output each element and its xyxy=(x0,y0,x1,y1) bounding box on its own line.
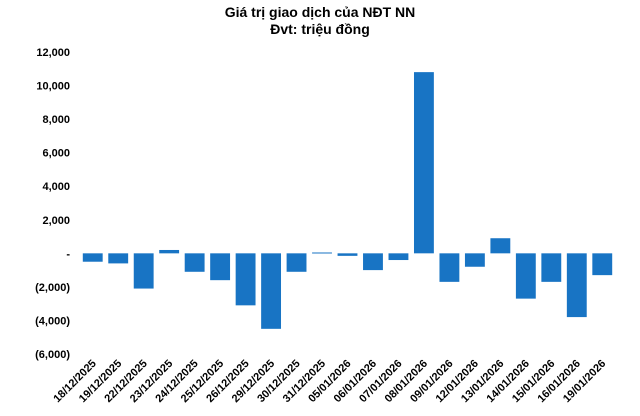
y-tick-label: (6,000) xyxy=(35,349,70,361)
bar xyxy=(566,253,587,318)
bar xyxy=(286,253,307,272)
bar xyxy=(159,249,180,254)
bar xyxy=(184,253,205,272)
bar xyxy=(388,253,409,261)
bar xyxy=(312,252,332,254)
y-tick-label: 6,000 xyxy=(42,148,70,160)
bar xyxy=(464,253,485,267)
bar xyxy=(235,253,256,306)
bar xyxy=(413,72,434,254)
bar xyxy=(82,253,103,262)
y-axis: 12,000 10,000 8,000 6,000 4,000 2,000 - (2,000)… xyxy=(35,47,70,361)
y-tick-label: 2,000 xyxy=(42,215,70,227)
bar xyxy=(490,238,511,254)
y-tick-label: 4,000 xyxy=(42,181,70,193)
y-tick-label: 8,000 xyxy=(42,114,70,126)
bar xyxy=(515,253,536,299)
y-tick-label: (4,000) xyxy=(35,315,70,327)
y-tick-label: 10,000 xyxy=(36,81,70,93)
chart-title-block: Giá trị giao dịch của NĐT NN Đvt: triệu … xyxy=(0,4,640,38)
bar xyxy=(261,253,282,329)
bar xyxy=(439,253,460,282)
y-tick-label: (2,000) xyxy=(35,282,70,294)
bar xyxy=(592,253,613,276)
chart-subtitle: Đvt: triệu đồng xyxy=(270,21,370,37)
bar xyxy=(108,253,129,264)
bar xyxy=(363,253,383,271)
bar xyxy=(133,253,154,289)
x-axis: 18/12/202519/12/202522/12/202523/12/2025… xyxy=(51,358,608,405)
bar-series xyxy=(82,72,613,329)
bar xyxy=(541,253,562,282)
bar xyxy=(210,253,231,281)
bar xyxy=(337,253,358,256)
y-tick-label: - xyxy=(66,248,70,260)
chart-title: Giá trị giao dịch của NĐT NN xyxy=(224,4,416,20)
y-tick-label: 12,000 xyxy=(36,47,70,59)
